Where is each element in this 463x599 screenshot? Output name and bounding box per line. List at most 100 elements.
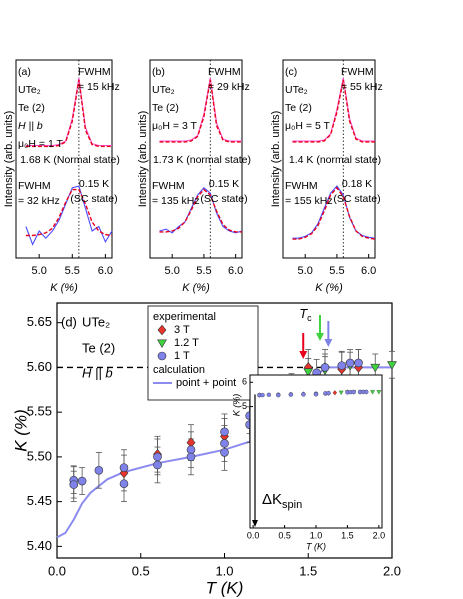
data-point xyxy=(220,427,229,437)
delta-k-main: ΔK xyxy=(262,491,282,508)
x-tick-label: 5.0 xyxy=(165,265,180,277)
spectrum-line xyxy=(159,79,242,143)
data-point xyxy=(153,460,162,470)
x-axis-label: K (%) xyxy=(315,282,343,294)
annotation: μ₀H = 3 T xyxy=(152,120,198,132)
legend-box xyxy=(147,305,259,401)
legend-heading: experimental xyxy=(153,311,216,323)
data-point xyxy=(94,466,104,475)
data-point xyxy=(320,363,330,372)
annotation: FWHM xyxy=(208,66,241,78)
x-tick-label: 0.5 xyxy=(132,563,150,578)
x-tick-label: 0.0 xyxy=(48,563,66,578)
data-point xyxy=(370,363,381,373)
data-point xyxy=(376,390,382,395)
legend-label: point + point xyxy=(176,377,236,389)
annotation: FWHM xyxy=(18,180,51,192)
annotation: H || b xyxy=(82,365,113,380)
annotation: = 155 kHz xyxy=(285,195,333,207)
annotation: (SC state) xyxy=(70,193,117,205)
x-tick-label: 1.0 xyxy=(215,563,233,578)
y-axis-label: Intensity (arb. units) xyxy=(3,111,15,208)
y-tick-label: 5.60 xyxy=(27,359,52,374)
data-point xyxy=(157,339,167,348)
data-point xyxy=(345,358,355,368)
annotation: = 29 kHz xyxy=(208,81,250,93)
legend-label: 1.2 T xyxy=(174,337,199,349)
annotation: FWHM xyxy=(78,66,111,78)
data-point xyxy=(303,368,314,377)
annotation: = 15 kHz xyxy=(78,81,120,93)
inset-y-tick-label: 6 xyxy=(242,377,247,387)
data-point xyxy=(332,390,338,396)
panel-label: (d) xyxy=(61,314,77,329)
data-point xyxy=(119,479,129,489)
annotation: (SC state) xyxy=(200,193,247,205)
delta-arrowhead xyxy=(252,520,258,527)
annotation: 1.73 K (normal state) xyxy=(153,154,251,166)
tc-main: T xyxy=(299,306,308,321)
legend-label: 1 T xyxy=(174,350,190,362)
annotation: μ₀H = 5 T xyxy=(285,120,331,132)
data-point xyxy=(351,389,356,395)
data-point xyxy=(157,351,167,361)
inset-x-tick-label: 1.0 xyxy=(310,530,323,540)
y-axis-label: Intensity (arb. units) xyxy=(137,111,149,208)
x-tick-label: 6.0 xyxy=(228,265,243,277)
annotation: 0.15 K xyxy=(209,178,239,190)
plot-frame xyxy=(15,59,113,259)
delta-k-label: ΔKspin xyxy=(262,491,302,511)
spectrum-line xyxy=(25,77,112,147)
spectrum-line xyxy=(159,188,242,233)
inset-x-label: T (K) xyxy=(306,541,326,551)
annotation: Te (2) xyxy=(82,340,115,355)
x-tick-label: 6.0 xyxy=(98,265,113,277)
x-tick-label: 5.0 xyxy=(298,265,313,277)
annotation: (c) xyxy=(285,66,297,78)
annotation: μ₀H = 1 T xyxy=(18,138,64,150)
tc-arrowhead xyxy=(315,333,324,341)
spectrum-line xyxy=(25,185,113,246)
delta-k-sub: spin xyxy=(282,499,302,511)
tc-label: Tc xyxy=(299,306,312,323)
data-point xyxy=(186,452,196,462)
inset-x-tick-label: 1.5 xyxy=(341,530,354,540)
x-tick-label: 5.5 xyxy=(65,265,80,277)
inset-x-tick-label: 0.0 xyxy=(247,530,260,540)
inset-x-tick-label: 2.0 xyxy=(373,530,386,540)
annotation: (a) xyxy=(18,66,31,78)
data-point xyxy=(301,392,306,397)
annotation: 1.68 K (Normal state) xyxy=(20,154,120,166)
y-axis-label: Intensity (arb. units) xyxy=(270,111,282,208)
tc-arrowhead xyxy=(324,339,333,347)
legend-heading: calculation xyxy=(153,364,205,376)
data-point xyxy=(69,480,79,489)
spectrum-line xyxy=(159,187,243,234)
y-tick-label: 5.50 xyxy=(27,448,52,463)
data-point xyxy=(387,361,397,370)
x-tick-label: 5.5 xyxy=(196,265,211,277)
annotation: (SC state) xyxy=(333,193,380,205)
annotation: FWHM xyxy=(285,180,318,192)
x-tick-label: 5.5 xyxy=(329,265,344,277)
y-tick-label: 5.40 xyxy=(27,538,52,553)
data-point xyxy=(186,445,196,455)
spectrum-line xyxy=(292,186,376,240)
y-tick-label: 5.55 xyxy=(27,404,52,419)
data-point xyxy=(220,439,229,448)
data-point xyxy=(153,452,162,462)
annotation: UTe₂ xyxy=(152,84,175,96)
annotation: FWHM xyxy=(341,66,374,78)
y-axis-label: K (%) xyxy=(11,409,30,452)
annotation: = 32 kHz xyxy=(18,195,60,207)
annotation: (b) xyxy=(152,66,165,78)
plot-frame xyxy=(149,59,243,259)
x-tick-label: 5.0 xyxy=(32,265,47,277)
y-tick-label: 5.65 xyxy=(27,314,52,329)
annotation: UTe₂ xyxy=(82,314,110,329)
data-point xyxy=(276,393,281,398)
data-point xyxy=(220,448,229,457)
x-tick-label: 1.5 xyxy=(299,563,317,578)
x-tick-label: 2.0 xyxy=(383,563,401,578)
